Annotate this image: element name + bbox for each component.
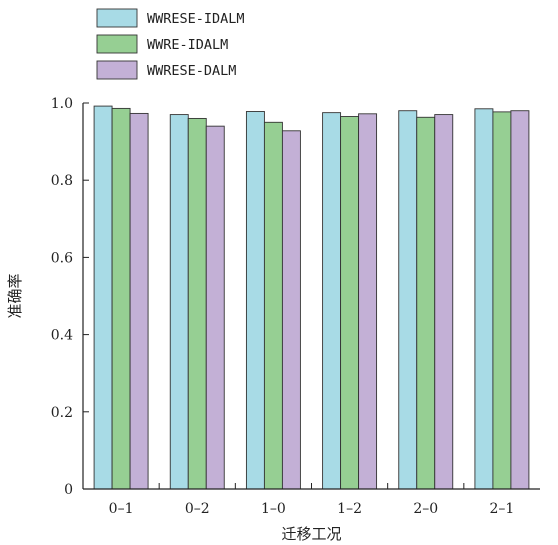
bar-0-1-series-2 bbox=[111, 107, 131, 490]
bar-2-0-series-2 bbox=[416, 116, 436, 490]
legend-swatch bbox=[96, 60, 138, 80]
legend-swatch bbox=[96, 8, 138, 28]
legend-label: WWRESE-DALM bbox=[147, 63, 236, 79]
axes-group: 0 0.2 0.4 0.6 0.8 1.0 0–1 0–2 1–0 1–2 2–0 2–1 bbox=[51, 96, 540, 517]
bar-2-0-series-3 bbox=[434, 114, 454, 490]
bar-1-0-series-2 bbox=[263, 121, 283, 490]
y-tick-label: 1.0 bbox=[51, 96, 73, 112]
bar-2-1-series-2 bbox=[492, 111, 512, 490]
bar-0-2-series-2 bbox=[187, 117, 207, 490]
bar-2-1-series-3 bbox=[510, 110, 530, 490]
legend-swatch bbox=[96, 34, 138, 54]
y-tick-label: 0.4 bbox=[51, 328, 73, 344]
legend-label: WWRESE-IDALM bbox=[147, 11, 245, 27]
y-tick-label: 0.8 bbox=[51, 173, 73, 189]
x-axis-title: 迁移工况 bbox=[281, 525, 341, 543]
bar-2-1-series-1 bbox=[474, 108, 494, 490]
y-tick-label: 0 bbox=[64, 482, 73, 498]
y-axis-title: 准确率 bbox=[6, 273, 24, 318]
x-tick-label: 0–1 bbox=[109, 501, 134, 517]
bar-1-2-series-2 bbox=[340, 116, 360, 490]
x-tick-label: 1–2 bbox=[337, 501, 362, 517]
bar-0-2-series-3 bbox=[205, 125, 225, 490]
y-tick-label: 0.6 bbox=[51, 250, 73, 266]
x-tick-label: 1–0 bbox=[261, 501, 286, 517]
bar-1-2-series-3 bbox=[358, 113, 378, 490]
legend-label: WWRE-IDALM bbox=[147, 37, 228, 53]
x-tick-label: 2–1 bbox=[490, 501, 515, 517]
bar-0-2-series-1 bbox=[169, 114, 189, 490]
x-tick-label: 0–2 bbox=[185, 501, 210, 517]
legend: WWRESE-IDALM WWRE-IDALM WWRESE-DALM bbox=[96, 8, 245, 80]
bar-1-0-series-3 bbox=[281, 130, 301, 490]
bar-1-0-series-1 bbox=[245, 111, 265, 490]
y-tick-label: 0.2 bbox=[51, 405, 73, 421]
bar-0-1-series-3 bbox=[129, 112, 149, 490]
bars-group bbox=[93, 105, 530, 490]
bar-0-1-series-1 bbox=[93, 105, 113, 490]
x-tick-label: 2–0 bbox=[413, 501, 438, 517]
bar-2-0-series-1 bbox=[398, 110, 418, 490]
bar-1-2-series-1 bbox=[322, 112, 342, 490]
